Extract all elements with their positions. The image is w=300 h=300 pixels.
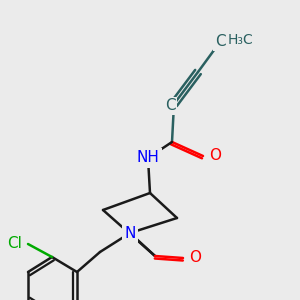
- Text: C: C: [215, 34, 225, 50]
- Text: O: O: [209, 148, 221, 164]
- Text: C: C: [165, 98, 175, 113]
- Text: H₃C: H₃C: [228, 33, 254, 47]
- Text: Cl: Cl: [7, 236, 22, 251]
- Text: NH: NH: [136, 151, 159, 166]
- Text: O: O: [189, 250, 201, 266]
- Text: N: N: [124, 226, 136, 241]
